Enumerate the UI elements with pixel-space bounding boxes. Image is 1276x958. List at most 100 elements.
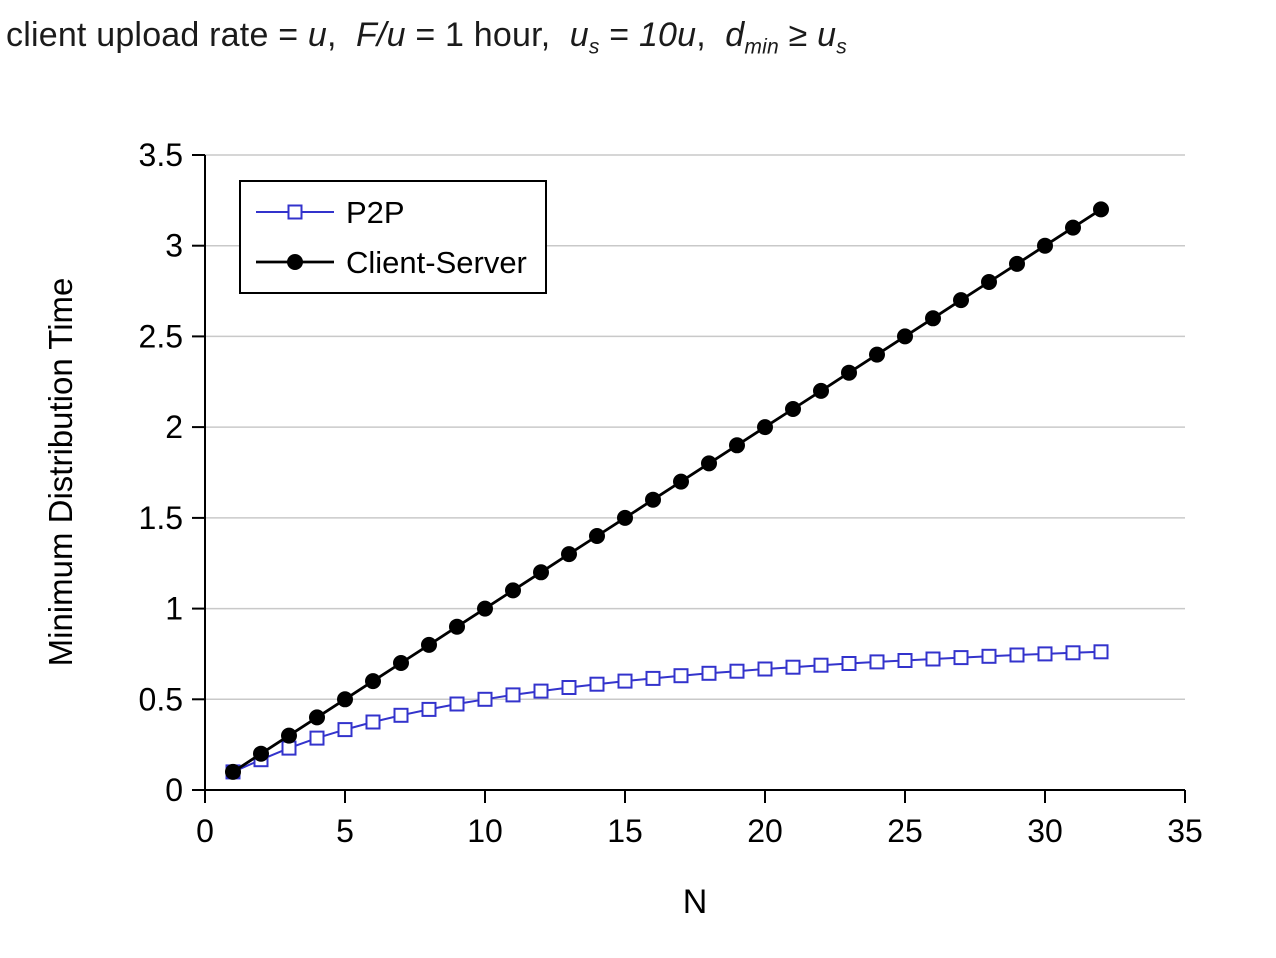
p2p-marker (1093, 644, 1109, 660)
y-tick-label: 0.5 (139, 681, 183, 717)
p2p-marker (449, 696, 465, 712)
client-server-marker (757, 419, 773, 436)
y-tick-label: 3.5 (139, 137, 183, 173)
series-group (225, 201, 1109, 780)
p2p-marker (841, 656, 857, 671)
p2p-marker (729, 663, 745, 679)
client-server-marker (561, 546, 577, 563)
title-segment: ≥ (778, 16, 818, 54)
title-segment: = (599, 16, 639, 54)
client-server-marker (225, 763, 241, 780)
p2p-marker (1037, 646, 1053, 662)
y-tick-label: 1.5 (139, 500, 183, 536)
client-server-marker (533, 564, 549, 581)
client-server-marker (309, 709, 325, 726)
client-server-marker (701, 455, 717, 472)
p2p-marker (953, 650, 969, 666)
x-tick-label: 5 (336, 813, 354, 849)
legend-label: Client-Server (346, 245, 527, 280)
x-tick-label: 35 (1167, 813, 1203, 849)
title-segment: u (569, 16, 589, 54)
x-tick-label: 20 (747, 813, 783, 849)
legend-p2p-marker (287, 204, 303, 220)
title-segment: s (836, 35, 847, 59)
chart-canvas: 0 0.5 1 1.5 2 2.5 3 3.5 0 5 10 15 20 25 30 35 P2P Client… (42, 137, 1203, 921)
x-tick-label: 30 (1027, 813, 1063, 849)
title-segment: u (817, 16, 837, 54)
p2p-marker (785, 659, 801, 675)
title-segment: 10u (638, 16, 697, 54)
client-server-marker (673, 473, 689, 490)
legend-box (239, 180, 547, 294)
title-segment: client upload rate = (6, 16, 308, 54)
client-server-marker (981, 274, 997, 290)
p2p-marker (365, 714, 381, 730)
p2p-marker (505, 687, 521, 703)
x-tick-label: 25 (887, 813, 923, 849)
axes-group: 0 0.5 1 1.5 2 2.5 3 3.5 0 5 10 15 20 25 30 35 (139, 137, 1203, 849)
y-tick-label: 0 (165, 772, 183, 808)
client-server-marker (617, 509, 633, 526)
client-server-marker (421, 636, 437, 653)
p2p-marker (869, 654, 885, 670)
p2p-marker (477, 691, 493, 707)
title-segment: s (588, 35, 600, 59)
title-segment: d (725, 16, 745, 54)
p2p-line (232, 650, 1102, 773)
x-tick-label: 10 (467, 813, 503, 849)
p2p-marker (757, 661, 773, 677)
p2p-marker (337, 722, 353, 738)
legend-label: P2P (346, 195, 405, 230)
p2p-marker (645, 670, 661, 686)
client-server-marker (785, 401, 801, 417)
client-server-marker (1093, 201, 1109, 218)
title-segment: , (696, 16, 726, 54)
title-segment: u (307, 16, 328, 54)
client-server-marker (505, 582, 521, 599)
p2p-marker (533, 683, 549, 699)
client-server-marker (337, 691, 353, 708)
p2p-marker (589, 676, 605, 692)
p2p-marker (393, 707, 409, 723)
title-segment: = 1 hour, (405, 16, 570, 54)
client-server-marker (1037, 237, 1053, 254)
client-server-marker (365, 673, 381, 690)
legend-group: P2P Client-Server (239, 180, 547, 294)
p2p-marker (309, 730, 325, 746)
chart-title: client upload rate = u, F/u = 1 hour, us… (6, 16, 847, 59)
title-segment: , (327, 16, 356, 54)
p2p-marker (813, 657, 829, 673)
p2p-marker (617, 673, 633, 689)
x-axis-label: N (683, 883, 708, 921)
y-tick-label: 2.5 (139, 318, 183, 354)
client-server-marker (953, 292, 969, 309)
y-tick-label: 1 (165, 591, 183, 627)
p2p-marker (673, 668, 689, 684)
p2p-marker (701, 665, 717, 681)
client-server-marker (925, 310, 941, 327)
p2p-marker (1009, 647, 1025, 663)
client-server-marker (281, 727, 297, 744)
p2p-marker (981, 648, 997, 664)
client-server-marker (729, 437, 745, 454)
client-server-marker (1065, 219, 1081, 236)
p2p-marker (1065, 645, 1081, 661)
client-server-marker (253, 745, 269, 762)
title-segment: F/u (355, 16, 406, 54)
x-tick-label: 0 (196, 813, 214, 849)
client-server-marker (869, 346, 885, 363)
client-server-marker (1009, 255, 1025, 272)
y-tick-label: 2 (165, 409, 183, 445)
client-server-marker (897, 328, 913, 345)
x-tick-label: 15 (607, 813, 643, 849)
client-server-marker (813, 382, 829, 399)
p2p-marker (897, 653, 913, 668)
legend-client-server-marker (287, 254, 303, 270)
client-server-marker (477, 600, 493, 617)
p2p-marker (421, 701, 437, 717)
client-server-marker (449, 618, 465, 635)
y-tick-label: 3 (165, 228, 183, 264)
client-server-marker (645, 491, 661, 508)
p2p-marker (561, 680, 577, 695)
client-server-marker (393, 655, 409, 671)
